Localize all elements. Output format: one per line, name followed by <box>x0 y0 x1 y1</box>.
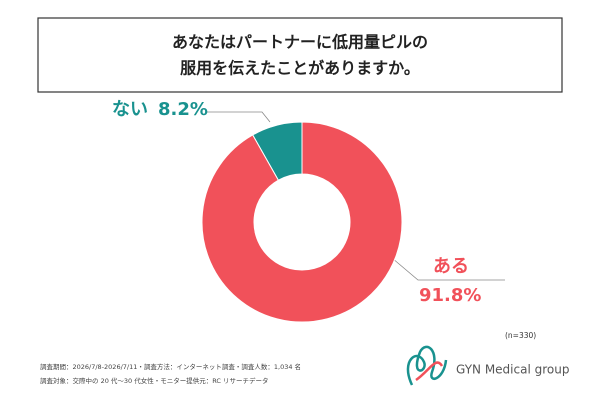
leader-line <box>391 257 505 281</box>
value-label: 91.8% <box>419 285 481 306</box>
leader-line <box>206 111 271 123</box>
survey-note: 調査対象：交際中の 20 代〜30 代女性・モニター提供元：RC リサーチデータ <box>40 376 269 385</box>
category-label: ある <box>433 256 469 277</box>
category-label: ない <box>112 99 148 120</box>
sample-size: (n=330) <box>505 331 536 340</box>
donut-slice <box>201 121 403 323</box>
survey-note: 調査期間：2026/7/8-2026/7/11・調査方法：インターネット調査・調… <box>40 362 301 371</box>
chart-title: 服用を伝えたことがありますか。 <box>180 59 420 78</box>
value-label: 8.2% <box>158 99 208 120</box>
title-box <box>37 17 563 93</box>
chart-title: あなたはパートナーに低用量ピルの <box>172 33 428 52</box>
brand-logo <box>406 345 448 386</box>
brand-name: GYN Medical group <box>456 363 569 377</box>
